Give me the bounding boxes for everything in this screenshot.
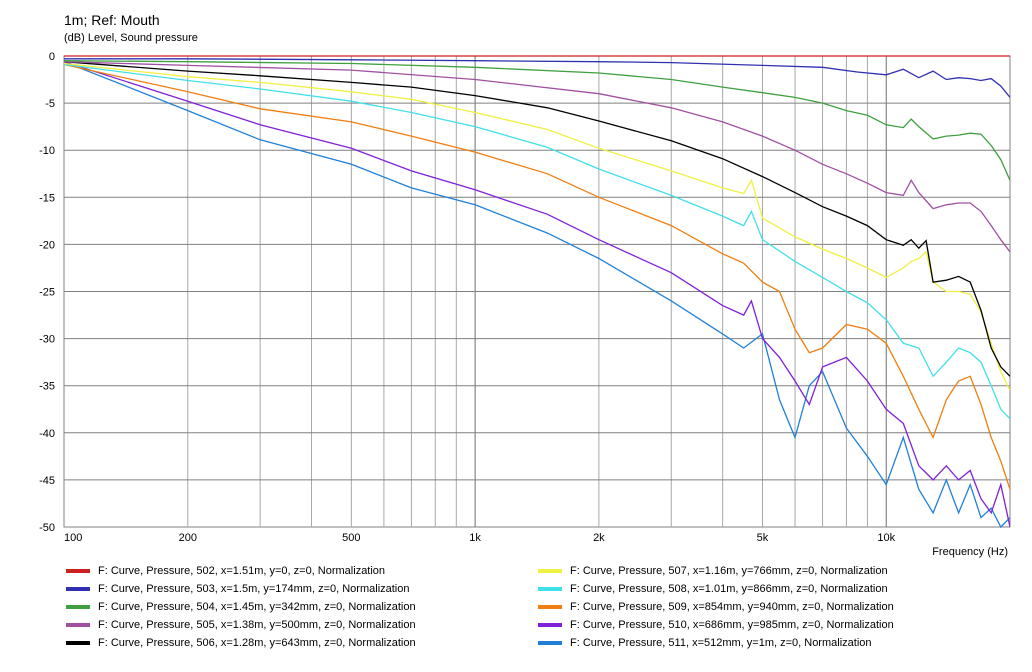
series-line: [64, 58, 1010, 98]
y-tick-label: -35: [39, 381, 55, 393]
x-tick-label: 1k: [469, 532, 481, 544]
series-line: [64, 63, 1010, 490]
y-tick-label: -30: [39, 334, 55, 346]
y-tick-label: -25: [39, 287, 55, 299]
legend-item: F: Curve, Pressure, 511, x=512mm, y=1m, …: [538, 635, 872, 651]
legend-item: F: Curve, Pressure, 509, x=854mm, y=940m…: [538, 599, 894, 615]
legend-swatch: [66, 587, 90, 592]
legend-item: F: Curve, Pressure, 502, x=1.51m, y=0, z…: [66, 563, 385, 579]
y-tick-label: -10: [39, 145, 55, 157]
legend-swatch: [66, 641, 90, 646]
x-tick-label: 2k: [593, 532, 605, 544]
legend-item: F: Curve, Pressure, 510, x=686mm, y=985m…: [538, 617, 894, 633]
series-line: [64, 61, 1010, 253]
legend-swatch: [66, 569, 90, 574]
legend-swatch: [538, 605, 562, 610]
legend-label: F: Curve, Pressure, 502, x=1.51m, y=0, z…: [98, 565, 386, 577]
series-line: [64, 62, 1010, 391]
legend-label: F: Curve, Pressure, 508, x=1.01m, y=866m…: [570, 583, 888, 595]
legend-item: F: Curve, Pressure, 503, x=1.5m, y=174mm…: [66, 581, 410, 597]
x-tick-label: 100: [64, 532, 82, 544]
y-axis-label: (dB) Level, Sound pressure: [64, 32, 198, 44]
series-line: [64, 63, 1010, 420]
y-tick-label: -15: [39, 192, 55, 204]
y-tick-label: -20: [39, 239, 55, 251]
series-line: [64, 61, 1010, 377]
series-line: [64, 60, 1010, 181]
x-tick-label: 500: [342, 532, 360, 544]
legend-label: F: Curve, Pressure, 503, x=1.5m, y=174mm…: [98, 583, 410, 595]
legend-swatch: [538, 623, 562, 628]
legend-swatch: [538, 587, 562, 592]
legend-item: F: Curve, Pressure, 506, x=1.28m, y=643m…: [66, 635, 416, 651]
y-tick-label: -40: [39, 428, 55, 440]
legend-item: F: Curve, Pressure, 507, x=1.16m, y=766m…: [538, 563, 888, 579]
legend-swatch: [66, 623, 90, 628]
legend-label: F: Curve, Pressure, 510, x=686mm, y=985m…: [570, 619, 894, 631]
x-tick-label: 200: [179, 532, 197, 544]
series-line: [64, 61, 1010, 528]
x-axis-label: Frequency (Hz): [932, 546, 1008, 558]
legend-swatch: [66, 605, 90, 610]
legend-item: F: Curve, Pressure, 508, x=1.01m, y=866m…: [538, 581, 888, 597]
series-line: [64, 61, 1010, 528]
chart-title: 1m; Ref: Mouth: [64, 12, 160, 28]
legend-label: F: Curve, Pressure, 504, x=1.45m, y=342m…: [98, 601, 416, 613]
y-tick-label: -50: [39, 522, 55, 534]
x-tick-label: 5k: [757, 532, 769, 544]
y-tick-label: -5: [45, 98, 55, 110]
legend-label: F: Curve, Pressure, 505, x=1.38m, y=500m…: [98, 619, 416, 631]
legend-swatch: [538, 569, 562, 574]
legend-label: F: Curve, Pressure, 506, x=1.28m, y=643m…: [98, 637, 416, 649]
legend-swatch: [538, 641, 562, 646]
x-tick-label: 10k: [877, 532, 895, 544]
y-tick-label: -45: [39, 475, 55, 487]
legend-label: F: Curve, Pressure, 511, x=512mm, y=1m, …: [570, 637, 872, 649]
legend-label: F: Curve, Pressure, 507, x=1.16m, y=766m…: [570, 565, 888, 577]
legend-item: F: Curve, Pressure, 504, x=1.45m, y=342m…: [66, 599, 416, 615]
legend-item: F: Curve, Pressure, 505, x=1.38m, y=500m…: [66, 617, 416, 633]
legend: F: Curve, Pressure, 502, x=1.51m, y=0, z…: [66, 563, 1026, 668]
legend-label: F: Curve, Pressure, 509, x=854mm, y=940m…: [570, 601, 894, 613]
chart-plot: 100 200 500 1k 2k 5k 10k 0 -5 -10 -15 -20 -25 -30 -35 -…: [39, 51, 1011, 558]
y-tick-label: 0: [49, 51, 55, 63]
